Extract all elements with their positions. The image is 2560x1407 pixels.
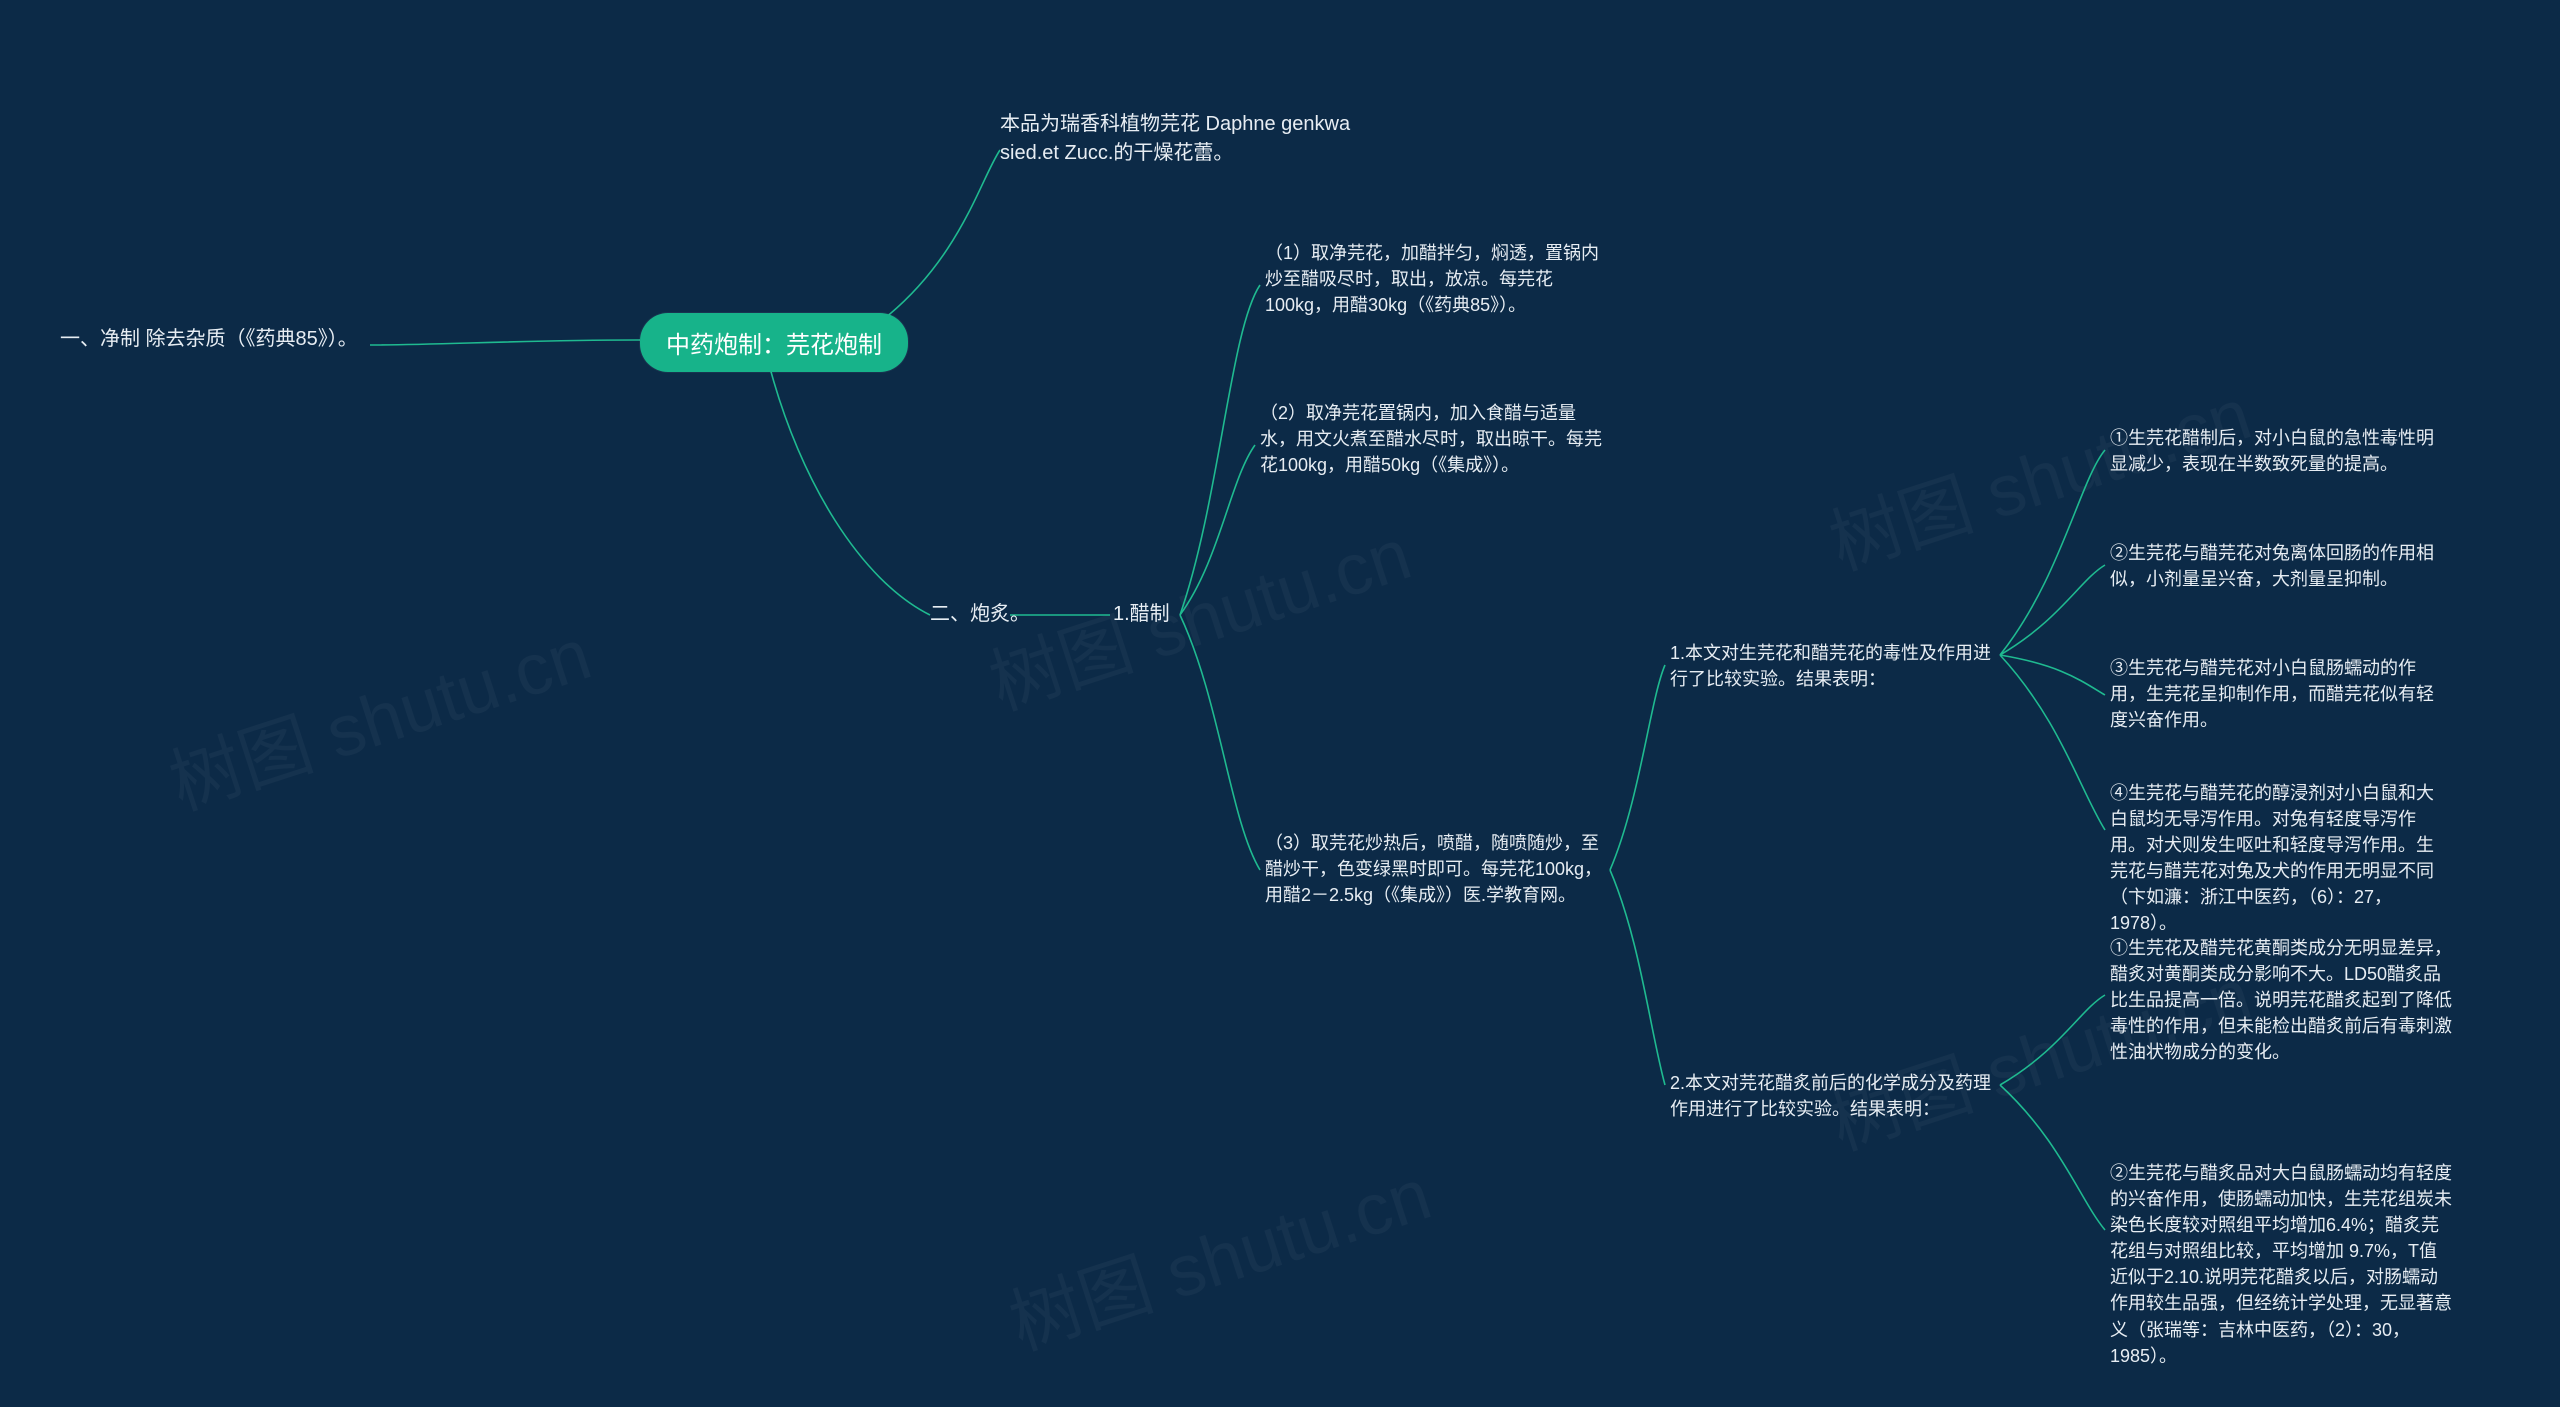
node-exp1[interactable]: 1.本文对生芫花和醋芫花的毒性及作用进行了比较实验。结果表明：: [1670, 640, 2000, 692]
root-node[interactable]: 中药炮制：芫花炮制: [640, 313, 908, 372]
node-exp2-a[interactable]: ①生芫花及醋芫花黄酮类成分无明显差异，醋炙对黄酮类成分影响不大。LD50醋炙品比…: [2110, 935, 2455, 1065]
node-exp1-b[interactable]: ②生芫花与醋芫花对兔离体回肠的作用相似，小剂量呈兴奋，大剂量呈抑制。: [2110, 540, 2445, 592]
node-exp2[interactable]: 2.本文对芫花醋炙前后的化学成分及药理作用进行了比较实验。结果表明：: [1670, 1070, 2000, 1122]
node-jingzhi[interactable]: 一、净制 除去杂质（《药典85》）。: [60, 325, 440, 354]
watermark: 树图 shutu.cn: [994, 1135, 1441, 1370]
node-paozhi[interactable]: 二、炮炙。: [930, 600, 1050, 629]
node-cuzhi[interactable]: 1.醋制: [1113, 600, 1203, 629]
node-exp1-d[interactable]: ④生芫花与醋芫花的醇浸剂对小白鼠和大白鼠均无导泻作用。对兔有轻度导泻作用。对犬则…: [2110, 780, 2445, 937]
node-method-1[interactable]: （1）取净芫花，加醋拌匀，焖透，置锅内炒至醋吸尽时，取出，放凉。每芫花100kg…: [1265, 240, 1610, 318]
node-intro[interactable]: 本品为瑞香科植物芫花 Daphne genkwa sied.et Zucc.的干…: [1000, 110, 1380, 168]
node-method-2[interactable]: （2）取净芫花置锅内，加入食醋与适量水，用文火煮至醋水尽时，取出晾干。每芫花10…: [1260, 400, 1605, 478]
watermark: 树图 shutu.cn: [154, 595, 601, 830]
node-method-3[interactable]: （3）取芫花炒热后，喷醋，随喷随炒，至醋炒干，色变绿黑时即可。每芫花100kg，…: [1265, 830, 1610, 908]
node-exp1-a[interactable]: ①生芫花醋制后，对小白鼠的急性毒性明显减少，表现在半数致死量的提高。: [2110, 425, 2445, 477]
node-exp2-b[interactable]: ②生芫花与醋炙品对大白鼠肠蠕动均有轻度的兴奋作用，使肠蠕动加快，生芫花组炭未染色…: [2110, 1160, 2455, 1369]
node-exp1-c[interactable]: ③生芫花与醋芫花对小白鼠肠蠕动的作用，生芫花呈抑制作用，而醋芫花似有轻度兴奋作用…: [2110, 655, 2445, 733]
